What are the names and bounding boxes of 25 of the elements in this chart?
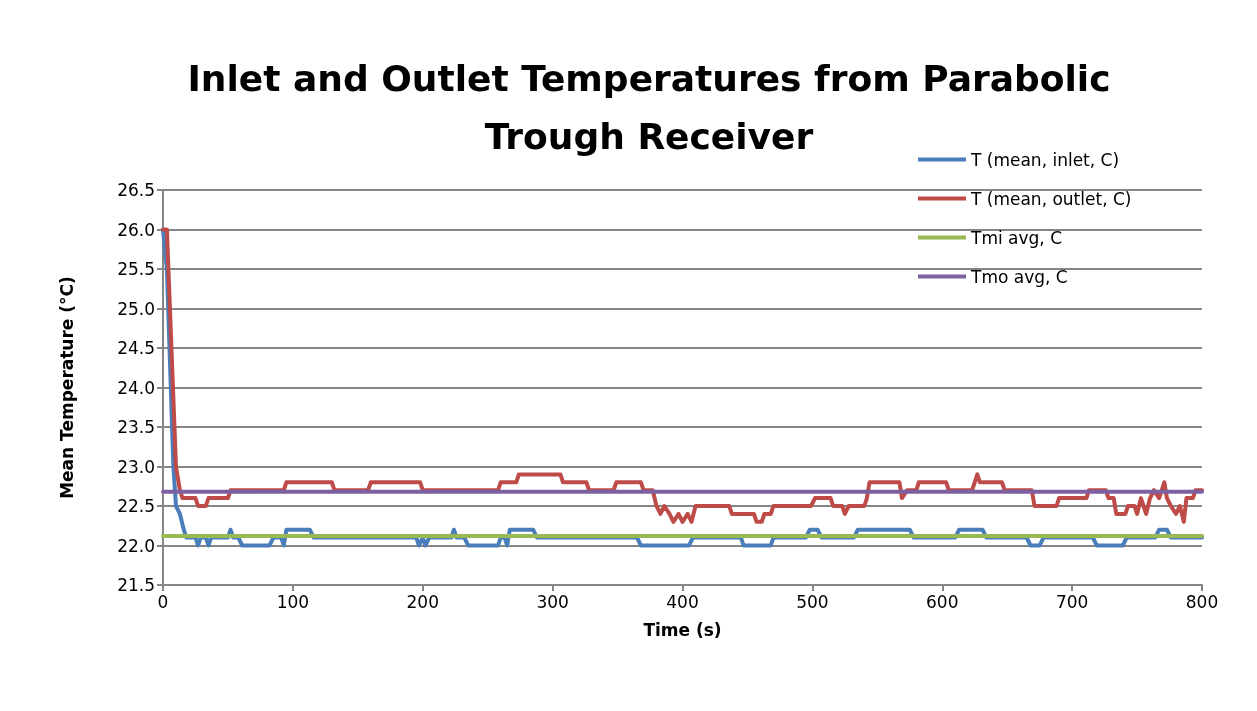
x-axis-title: Time (s) [643, 619, 722, 640]
x-tick-label: 100 [276, 591, 310, 612]
y-tick-label: 25.0 [117, 298, 155, 319]
x-tick-label: 500 [796, 591, 829, 612]
y-tick-label: 26.5 [117, 180, 155, 200]
legend-label: Tmi avg, C [970, 227, 1063, 248]
x-tick-label: 700 [1055, 591, 1089, 612]
y-tick-label: 23.5 [117, 417, 155, 437]
x-tick-label: 800 [1185, 591, 1219, 612]
y-tick-label: 24.5 [117, 338, 155, 358]
legend-label: Tmo avg, C [970, 266, 1068, 287]
legend-label: T (mean, outlet, C) [970, 188, 1132, 209]
y-tick-label: 24.0 [117, 377, 155, 398]
x-tick-label: 400 [666, 591, 699, 612]
y-tick-label: 22.0 [117, 535, 155, 556]
y-tick-label: 25.5 [117, 259, 155, 279]
x-tick-label: 300 [536, 591, 569, 612]
x-tick-label: 600 [926, 591, 959, 612]
y-axis-title: Mean Temperature (°C) [56, 276, 77, 499]
y-tick-label: 22.5 [117, 496, 155, 516]
y-tick-label: 21.5 [117, 575, 155, 595]
x-tick-label: 0 [157, 591, 169, 612]
y-tick-label: 23.0 [117, 456, 155, 477]
y-tick-label: 26.0 [117, 219, 155, 240]
x-tick-label: 200 [406, 591, 439, 612]
